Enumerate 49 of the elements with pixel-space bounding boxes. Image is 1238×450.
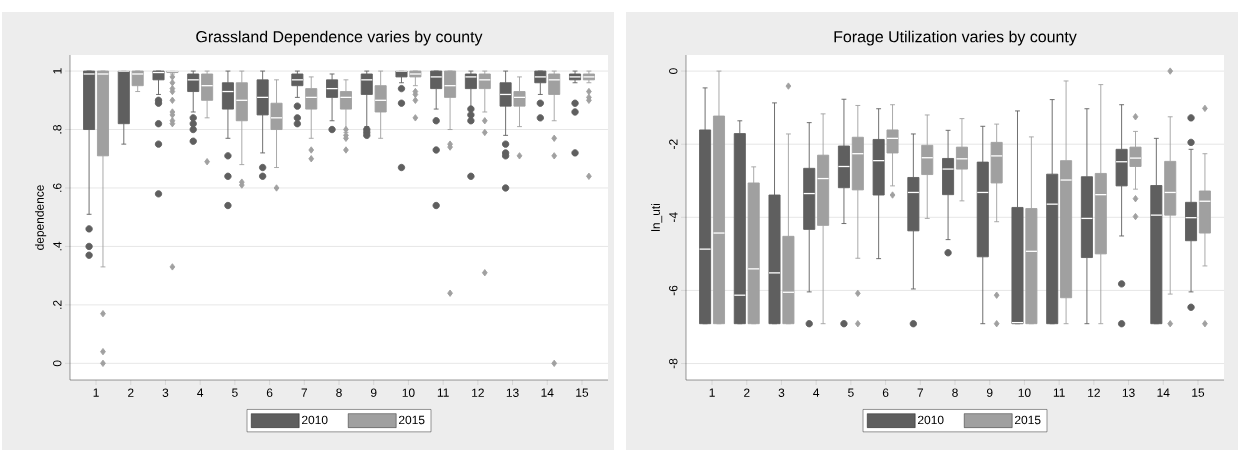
x-tick-label: 9 xyxy=(370,388,377,397)
x-tick-label: 2 xyxy=(744,388,750,397)
legend-label: 2015 xyxy=(1014,415,1041,425)
x-tick-label: 3 xyxy=(162,388,169,397)
y-axis-title: ln_uti xyxy=(651,204,663,231)
chart-title: Grassland Dependence varies by county xyxy=(196,30,483,46)
x-tick-label: 6 xyxy=(266,388,273,397)
x-tick-label: 8 xyxy=(952,388,958,397)
x-tick-label: 1 xyxy=(93,388,99,397)
legend-label: 2010 xyxy=(918,415,944,425)
x-tick-label: 7 xyxy=(917,388,924,397)
x-tick-label: 4 xyxy=(197,388,204,397)
y-tick-label: -6 xyxy=(669,285,678,296)
x-tick-label: 2 xyxy=(128,388,134,397)
x-tick-label: 6 xyxy=(882,388,889,397)
x-tick-label: 1 xyxy=(709,388,715,397)
x-tick-label: 9 xyxy=(986,388,993,397)
x-tick-label: 11 xyxy=(1053,388,1065,397)
x-tick-label: 13 xyxy=(1122,388,1135,397)
y-tick-label: -4 xyxy=(669,212,678,223)
x-tick-label: 5 xyxy=(232,388,238,397)
x-tick-label: 10 xyxy=(1018,388,1031,397)
x-tick-label: 12 xyxy=(1088,388,1100,397)
x-tick-label: 13 xyxy=(506,388,519,397)
x-tick-label: 8 xyxy=(336,388,342,397)
x-tick-label: 11 xyxy=(437,388,449,397)
x-tick-label: 7 xyxy=(301,388,308,397)
x-tick-label: 15 xyxy=(576,388,589,397)
y-tick-label: .8 xyxy=(53,125,62,134)
y-tick-label: .2 xyxy=(53,300,62,309)
y-tick-label: .6 xyxy=(53,183,62,192)
x-tick-label: 14 xyxy=(1157,388,1170,397)
y-tick-label: -2 xyxy=(669,139,678,149)
legend-label: 2015 xyxy=(398,415,425,425)
x-tick-label: 12 xyxy=(472,388,484,397)
y-tick-label: .4 xyxy=(53,241,62,251)
x-tick-label: 10 xyxy=(402,388,415,397)
y-axis-title: dependence xyxy=(35,185,47,250)
x-tick-label: 5 xyxy=(848,388,854,397)
x-tick-label: 15 xyxy=(1192,388,1205,397)
x-tick-label: 14 xyxy=(541,388,554,397)
y-tick-label: 1 xyxy=(53,68,62,74)
x-tick-label: 3 xyxy=(778,388,785,397)
legend-label: 2010 xyxy=(302,415,328,425)
y-tick-label: -8 xyxy=(669,358,678,369)
x-tick-label: 4 xyxy=(813,388,820,397)
chart-title: Forage Utilization varies by county xyxy=(834,30,1077,46)
y-tick-label: 0 xyxy=(53,360,62,367)
y-tick-label: 0 xyxy=(669,68,678,74)
